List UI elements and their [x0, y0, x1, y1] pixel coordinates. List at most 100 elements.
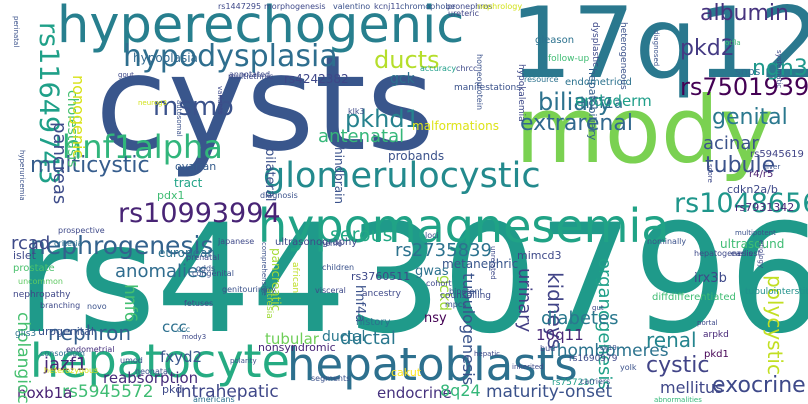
- cloud-word: rs757210: [552, 378, 595, 388]
- cloud-word: nephropathy: [13, 290, 71, 300]
- cloud-word: tubulointerstitial: [745, 287, 808, 297]
- cloud-word: novo: [87, 302, 107, 311]
- cloud-word: japanese: [218, 237, 255, 246]
- cloud-word: cystic: [646, 353, 710, 378]
- cloud-word: exocrine: [712, 373, 806, 398]
- cloud-word: 17q12: [510, 0, 808, 101]
- cloud-word: urogenital: [38, 325, 94, 338]
- cloud-word: ductal: [340, 328, 396, 349]
- cloud-word: systematic: [775, 50, 783, 89]
- cloud-word: rs5945572: [62, 382, 154, 402]
- cloud-word: rs7931342: [735, 201, 795, 214]
- cloud-word: pkhd1: [345, 105, 420, 133]
- cloud-word: hoxb1a: [17, 384, 73, 402]
- cloud-word: unrelated: [489, 246, 497, 280]
- cloud-word: henle: [320, 239, 343, 248]
- cloud-word: fxyd2: [160, 348, 203, 366]
- cloud-word: metanephric: [442, 257, 519, 271]
- cloud-word: nonsyndromic: [258, 341, 336, 354]
- cloud-word: endocrine: [377, 384, 452, 402]
- cloud-word: rs1447295: [218, 2, 262, 11]
- cloud-word: antenatal: [318, 126, 405, 147]
- cloud-word: extrarenal: [520, 111, 633, 136]
- cloud-word: cysts: [95, 27, 435, 181]
- cloud-word: consortium: [40, 349, 85, 358]
- cloud-word: abnormalities: [654, 396, 702, 404]
- cloud-word: score: [706, 164, 714, 183]
- cloud-word: hepatic: [474, 350, 501, 358]
- cloud-word: hypoplasia: [133, 51, 198, 65]
- cloud-word: klk3: [348, 107, 365, 116]
- cloud-word: endometrial: [66, 345, 115, 354]
- cloud-word: reabsorption: [103, 369, 199, 387]
- cloud-word: mellitus: [660, 378, 724, 397]
- cloud-word: nsy: [424, 311, 447, 326]
- cloud-word: probands: [388, 149, 445, 163]
- cloud-word: gout: [118, 71, 134, 79]
- cloud-word: tubular: [265, 330, 319, 348]
- cloud-word: prenatal: [186, 253, 220, 262]
- cloud-word: gck: [390, 71, 415, 87]
- cloud-word: ovarian: [175, 160, 217, 173]
- cloud-word: comprehensive: [260, 242, 268, 296]
- cloud-word: rs4242382: [284, 72, 349, 86]
- cloud-word: biliary: [538, 88, 613, 116]
- cloud-word: variants: [216, 86, 224, 115]
- cloud-word: hypomagnesemia: [258, 199, 670, 253]
- cloud-word: homeoprotein: [475, 54, 484, 111]
- cloud-word: uncommon: [18, 277, 63, 286]
- cloud-word: rs10993994: [118, 198, 281, 229]
- cloud-word: fetuses: [184, 299, 214, 308]
- cloud-word: maturity-onset: [486, 382, 613, 402]
- cloud-word: 8q24: [440, 381, 481, 400]
- cloud-word: rs10486567: [674, 188, 808, 219]
- cloud-word: gut: [592, 304, 604, 312]
- cloud-word: hnf6: [120, 284, 140, 323]
- cloud-word: msmb: [153, 92, 234, 122]
- cloud-word: rs5945619: [750, 149, 804, 160]
- cloud-word: snps: [735, 65, 761, 78]
- cloud-word: otfla: [725, 39, 741, 47]
- cloud-word: intrahepatic: [176, 382, 279, 402]
- cloud-word: polarity: [230, 357, 257, 365]
- cloud-word: mimcd3: [517, 249, 562, 262]
- cloud-word: hepatocyte: [30, 334, 290, 388]
- cloud-word: nephrogenesis: [30, 231, 214, 260]
- cloud-word: prostate: [13, 263, 55, 274]
- cloud-word: rs3760511: [351, 270, 411, 283]
- cloud-word: nonogenic: [69, 75, 88, 159]
- cloud-word: glomerulocystic: [263, 156, 541, 196]
- cloud-word: morphogenesis: [264, 2, 326, 11]
- cloud-word: carriers: [580, 377, 611, 386]
- cloud-word: hindbrain: [332, 147, 346, 205]
- cloud-word: endometrioid: [565, 77, 632, 88]
- cloud-word: loci: [425, 231, 439, 240]
- cloud-word: endoderm: [575, 92, 652, 110]
- cloud-word: ureteric: [448, 9, 480, 18]
- cloud-word: cakut: [391, 366, 422, 379]
- cloud-word: rs7501939: [680, 73, 808, 101]
- cloud-word: ccc: [162, 318, 187, 336]
- cloud-word: serous: [330, 224, 393, 246]
- cloud-word: ccc: [177, 325, 191, 334]
- cloud-word: counselling: [440, 291, 492, 301]
- cloud-word: congenital: [192, 269, 234, 278]
- cloud-word: 10q11: [536, 326, 584, 344]
- cloud-word: hnf1a: [580, 94, 624, 112]
- cloud-word: accuracy: [420, 64, 457, 73]
- cloud-word: irx3b: [694, 271, 727, 286]
- cloud-word: diffdifferentiated: [652, 292, 736, 303]
- cloud-word: hypodysplasia: [123, 39, 338, 74]
- cloud-word: inherited: [512, 363, 544, 371]
- cloud-word: african: [290, 262, 300, 294]
- cloud-word: pkd1: [704, 349, 729, 360]
- cloud-word: multiethnic: [228, 72, 274, 81]
- cloud-word: valentino: [333, 2, 371, 11]
- cloud-word: cdkn2a/b: [727, 183, 778, 196]
- cloud-word: resource: [524, 75, 559, 84]
- cloud-word: bipotent: [449, 287, 483, 296]
- cloud-word: tract: [174, 176, 203, 190]
- cloud-word: r4/r5: [749, 169, 774, 180]
- cloud-word: autosomal: [175, 100, 183, 137]
